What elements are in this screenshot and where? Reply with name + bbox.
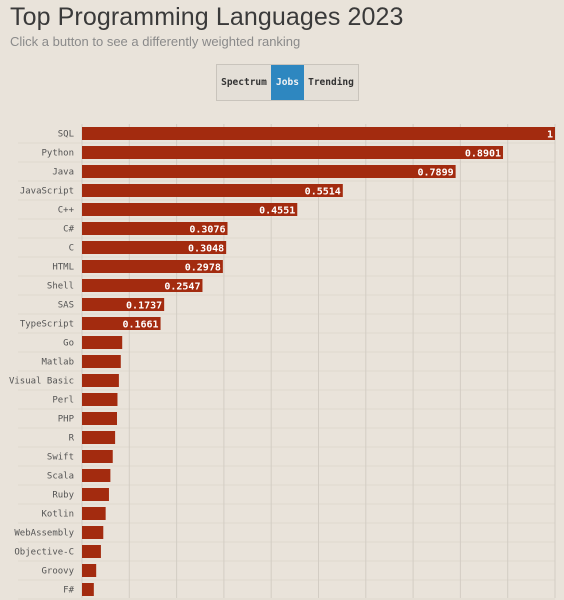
category-label: Objective-C [14, 548, 74, 558]
category-label: Python [41, 149, 74, 159]
category-label: Java [52, 168, 74, 178]
bar [82, 412, 118, 425]
category-label: JavaScript [20, 187, 74, 197]
bar [82, 241, 227, 254]
value-label: 0.7899 [417, 168, 453, 179]
value-label: 0.8901 [465, 149, 501, 160]
bar [82, 298, 165, 311]
value-label: 0.2978 [185, 263, 221, 274]
category-label: Go [63, 339, 74, 349]
category-label: SQL [58, 130, 74, 140]
category-label: Matlab [41, 358, 74, 368]
value-label: 0.1737 [126, 301, 162, 312]
category-label: R [69, 434, 75, 444]
category-label: SAS [58, 301, 74, 311]
bar [82, 450, 113, 463]
value-label: 1 [547, 130, 553, 141]
category-label: Visual Basic [9, 377, 74, 387]
bar [82, 564, 97, 577]
bar [82, 526, 104, 539]
bar [82, 127, 555, 140]
value-label: 0.5514 [305, 187, 341, 198]
bar [82, 545, 101, 558]
category-label: WebAssembly [14, 529, 74, 539]
value-label: 0.1661 [122, 320, 158, 331]
bar [82, 336, 123, 349]
bar [82, 165, 456, 178]
category-label: Ruby [52, 491, 74, 501]
jobs-button[interactable]: Jobs [271, 65, 304, 100]
value-label: 0.3076 [189, 225, 225, 236]
ranking-button-group: Spectrum Jobs Trending [216, 64, 359, 101]
category-label: HTML [52, 263, 74, 273]
bar [82, 488, 109, 501]
category-label: Shell [47, 282, 74, 292]
category-label: Perl [52, 396, 74, 406]
chart-subtitle: Click a button to see a differently weig… [10, 34, 301, 49]
bar [82, 431, 116, 444]
bar [82, 222, 228, 235]
bar [82, 203, 298, 216]
bar [82, 393, 118, 406]
category-label: TypeScript [20, 320, 74, 330]
bar [82, 317, 161, 330]
value-label: 0.3048 [188, 244, 224, 255]
bar [82, 184, 343, 197]
category-label: C++ [58, 206, 75, 216]
chart-title: Top Programming Languages 2023 [10, 3, 404, 31]
category-label: C [69, 244, 74, 254]
trending-button[interactable]: Trending [308, 77, 354, 88]
category-label: Groovy [41, 567, 74, 577]
category-label: Kotlin [41, 510, 74, 520]
category-label: Swift [47, 453, 74, 463]
category-label: PHP [58, 415, 75, 425]
bar [82, 146, 504, 159]
bar [82, 583, 94, 596]
bar [82, 355, 121, 368]
bar [82, 507, 106, 520]
bar [82, 260, 223, 273]
value-label: 0.4551 [259, 206, 295, 217]
bar [82, 469, 111, 482]
category-label: C# [63, 225, 74, 235]
spectrum-button[interactable]: Spectrum [221, 77, 267, 88]
category-label: F# [63, 586, 74, 596]
bar [82, 279, 203, 292]
category-label: Scala [47, 472, 74, 482]
value-label: 0.2547 [164, 282, 200, 293]
bar [82, 374, 119, 387]
